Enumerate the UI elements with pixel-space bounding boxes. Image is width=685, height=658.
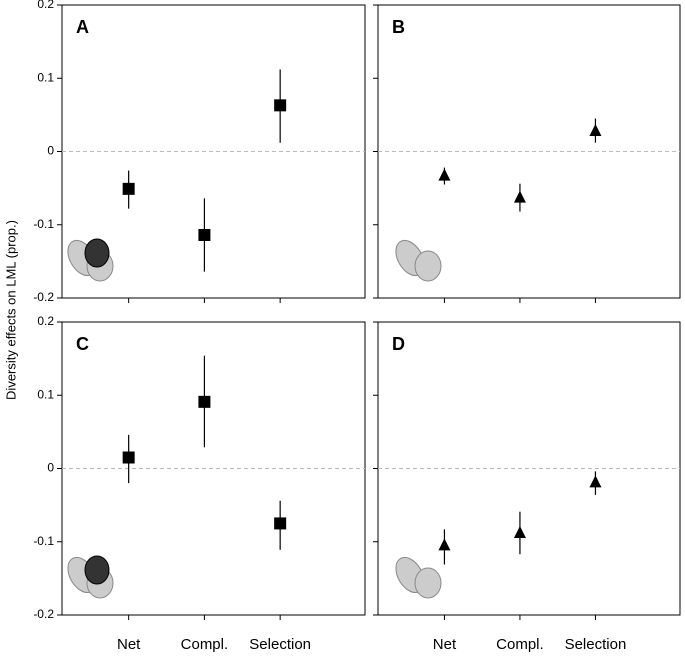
point <box>122 182 135 195</box>
x-tick-label: Net <box>117 636 141 653</box>
y-tick-label: -0.2 <box>33 607 54 621</box>
leaf-icon <box>414 250 442 282</box>
point <box>513 525 526 538</box>
leaf-icon <box>84 555 110 585</box>
leaf-icon <box>414 567 442 599</box>
y-tick-label: 0.1 <box>37 70 54 84</box>
x-tick-label: Selection <box>565 636 627 653</box>
x-tick-label: Selection <box>249 636 311 653</box>
point <box>198 395 211 408</box>
y-tick-label: 0.2 <box>37 314 54 328</box>
x-tick-label: Compl. <box>181 636 229 653</box>
y-tick-label: -0.2 <box>33 290 54 304</box>
point <box>438 168 451 181</box>
point <box>589 475 602 488</box>
point <box>122 451 135 464</box>
y-tick-label: 0.2 <box>37 0 54 11</box>
point <box>513 190 526 203</box>
panel-label: B <box>392 17 405 37</box>
x-tick-label: Net <box>433 636 457 653</box>
y-tick-label: 0 <box>47 461 54 475</box>
y-tick-label: -0.1 <box>33 217 54 231</box>
point <box>274 99 287 112</box>
leaf-icon <box>84 238 110 268</box>
x-tick-label: Compl. <box>496 636 544 653</box>
y-tick-label: 0.1 <box>37 387 54 401</box>
y-tick-label: -0.1 <box>33 534 54 548</box>
y-axis-label: Diversity effects on LML (prop.) <box>3 220 18 400</box>
y-tick-label: 0 <box>47 144 54 158</box>
panel-label: D <box>392 334 405 354</box>
point <box>198 229 211 242</box>
point <box>438 538 451 551</box>
panel-label: C <box>76 334 89 354</box>
point <box>274 517 287 530</box>
point <box>589 123 602 136</box>
panel-label: A <box>76 17 89 37</box>
leaf-icons <box>67 238 442 599</box>
